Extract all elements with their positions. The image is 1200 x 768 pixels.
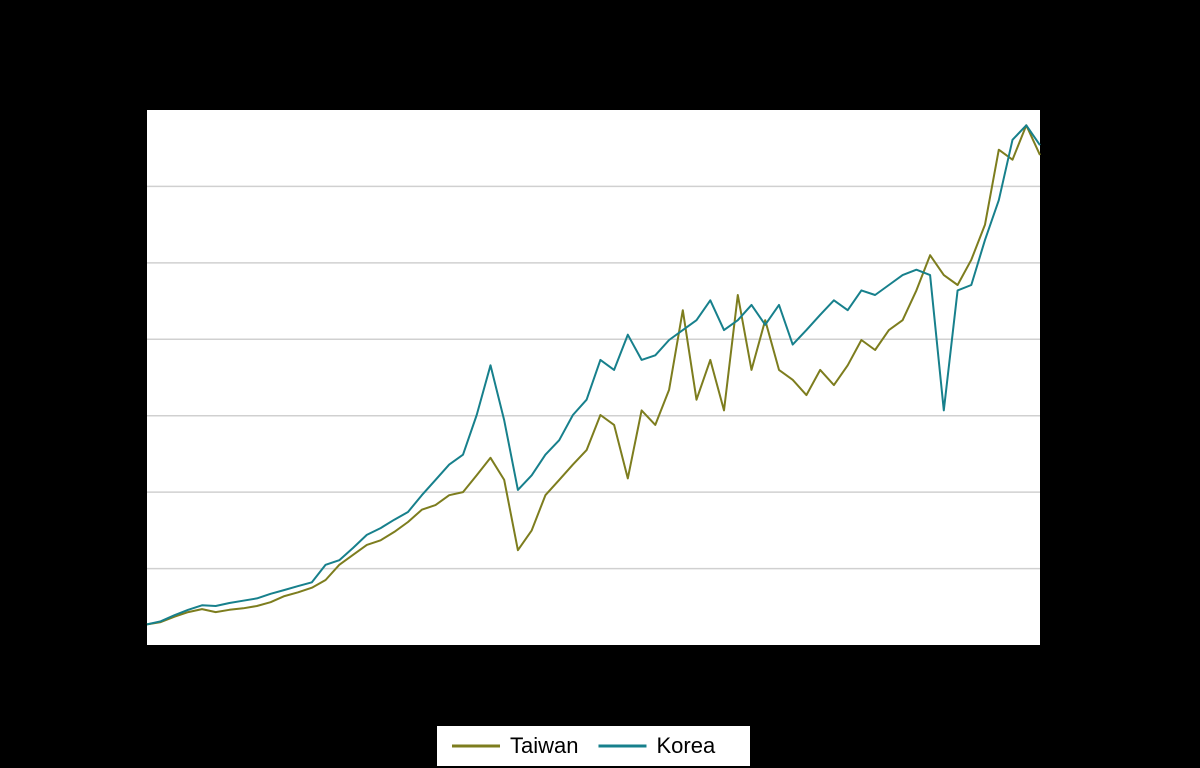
line-series <box>146 124 1041 626</box>
legend-label: Taiwan <box>510 733 578 758</box>
line-series <box>146 124 1041 626</box>
legend-label: Korea <box>656 733 715 758</box>
